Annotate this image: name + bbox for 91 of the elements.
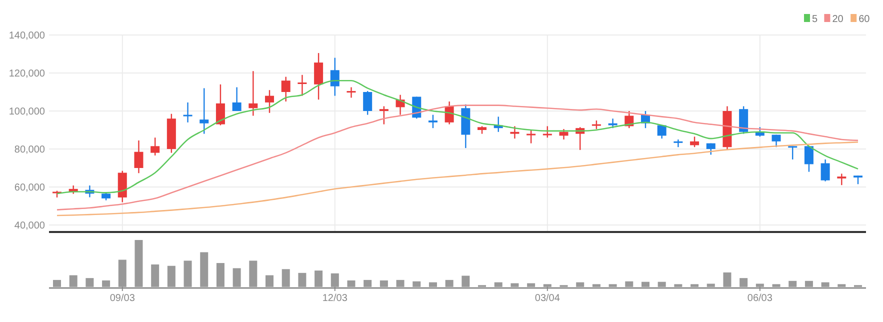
bar	[576, 282, 584, 287]
candlestick	[248, 70, 258, 116]
bar	[674, 284, 682, 287]
y-tick-label: 140,000	[8, 30, 46, 42]
bar	[723, 272, 732, 287]
bar	[625, 281, 634, 287]
candlestick	[788, 146, 798, 160]
bar	[412, 281, 421, 287]
bar	[167, 266, 176, 287]
candlestick	[379, 106, 388, 125]
candlestick	[150, 137, 160, 156]
bar	[494, 282, 502, 287]
candlestick	[232, 86, 242, 112]
candlestick	[265, 90, 274, 114]
bar	[641, 282, 650, 287]
candlestick	[363, 90, 372, 116]
candlestick	[298, 74, 307, 96]
bar	[788, 280, 797, 287]
candlestick	[330, 57, 340, 96]
y-tick-label: 40,000	[14, 220, 46, 232]
candlestick	[820, 158, 830, 182]
bar	[608, 284, 617, 287]
legend-label: 20	[832, 14, 844, 25]
candlestick	[526, 129, 536, 144]
bar	[200, 252, 208, 287]
candlestick	[314, 52, 324, 100]
y-tick-label: 60,000	[14, 182, 46, 194]
bar	[396, 280, 404, 287]
bar	[282, 269, 290, 287]
candlestick	[216, 84, 225, 126]
line-series	[56, 104, 859, 210]
bar	[151, 264, 160, 287]
bar	[527, 283, 536, 287]
bar	[428, 282, 437, 287]
bar	[706, 284, 715, 287]
x-tick-label: 06/03	[747, 293, 773, 304]
candlestick	[134, 140, 144, 174]
bar	[232, 268, 241, 287]
bar	[184, 260, 192, 287]
bar	[740, 278, 748, 287]
bar	[445, 280, 454, 287]
candlestick	[837, 173, 846, 186]
x-tick-label: 12/03	[322, 293, 348, 304]
bar	[134, 240, 143, 287]
bar	[216, 263, 224, 287]
bar	[298, 272, 306, 287]
y-tick-label: 100,000	[8, 106, 46, 118]
candlestick	[559, 128, 568, 140]
candlestick	[542, 126, 552, 138]
candlestick	[690, 136, 700, 148]
bar	[86, 278, 94, 287]
candlestick	[183, 102, 192, 123]
candlestick	[674, 138, 683, 148]
bar	[364, 280, 372, 287]
bar	[543, 284, 552, 287]
y-tick-label: 120,000	[8, 68, 46, 80]
bar	[69, 275, 78, 287]
bar	[314, 270, 323, 287]
candlestick	[281, 76, 290, 102]
bar	[756, 284, 764, 287]
bar	[658, 282, 666, 287]
candlestick	[200, 88, 209, 134]
bar	[690, 284, 699, 287]
bar	[266, 275, 274, 287]
candlestick	[657, 124, 666, 140]
y-tick-label: 80,000	[14, 144, 46, 156]
bar	[118, 260, 126, 287]
bar	[102, 280, 110, 287]
bar	[510, 283, 519, 287]
candlestick	[510, 126, 520, 140]
candlestick	[608, 118, 618, 129]
bar	[821, 282, 830, 287]
candlestick	[739, 106, 748, 134]
bar	[592, 284, 600, 287]
bar	[53, 280, 61, 287]
bar	[330, 273, 339, 287]
x-tick-label: 03/04	[534, 293, 560, 304]
line-series	[56, 142, 859, 216]
bar	[462, 276, 470, 287]
bar	[347, 280, 356, 287]
candlestick	[428, 114, 438, 129]
bar	[838, 284, 846, 287]
candlestick	[804, 146, 814, 172]
bar	[249, 260, 258, 287]
bar	[380, 280, 388, 287]
bar	[772, 284, 780, 287]
x-tick-label: 09/03	[110, 293, 136, 304]
candlestick	[346, 86, 356, 98]
legend-label: 60	[858, 14, 870, 25]
legend-label: 5	[812, 14, 818, 25]
bar	[804, 280, 813, 287]
